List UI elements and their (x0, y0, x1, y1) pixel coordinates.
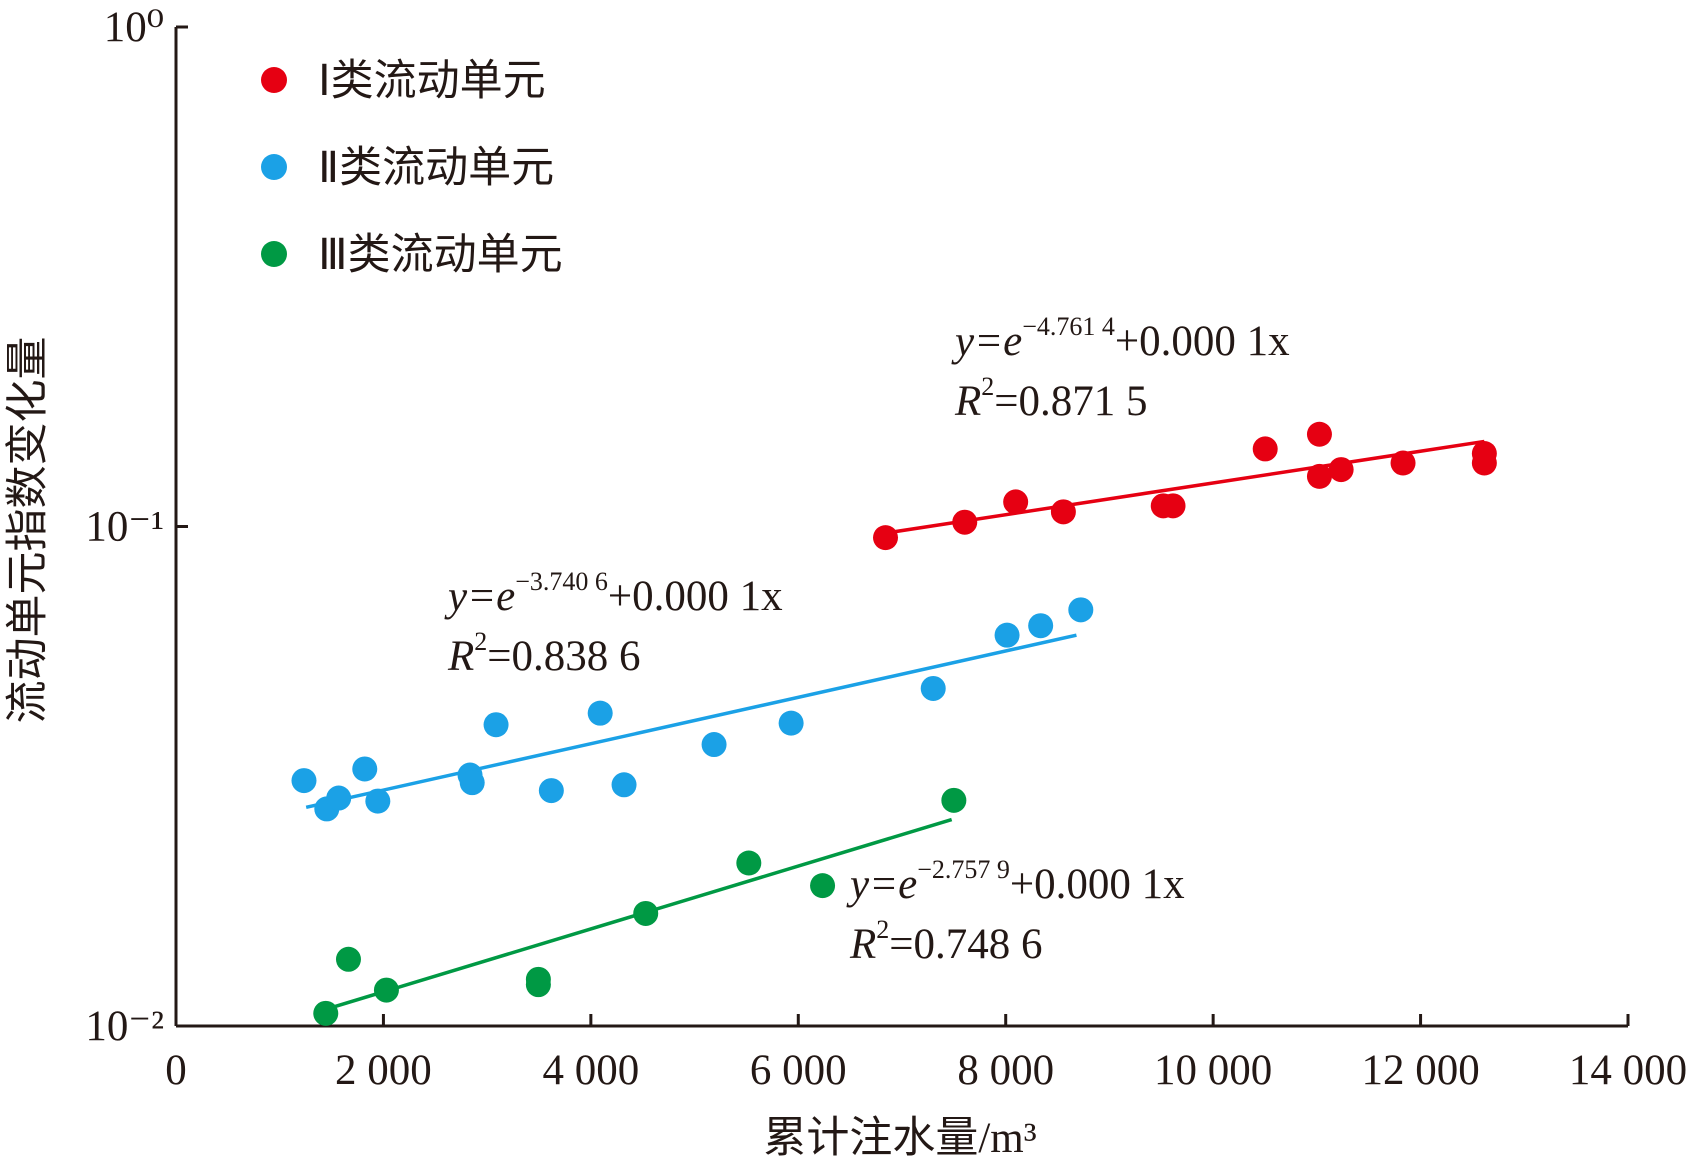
fit-equation: y=e−2.757 9+0.000 1x (846, 855, 1185, 908)
x-tick-label: 12 000 (1361, 1047, 1479, 1094)
point (1306, 463, 1332, 489)
annotation-text: R (849, 921, 876, 968)
legend-label: Ⅰ类流动单元 (318, 56, 546, 106)
point (1068, 597, 1094, 623)
point (873, 525, 899, 551)
r-squared: R2=0.838 6 (447, 627, 641, 680)
point (1390, 450, 1416, 476)
annotation-text: =0.838 6 (487, 633, 640, 680)
point (1028, 613, 1054, 639)
annotation-text: =0.748 6 (889, 921, 1042, 968)
legend-marker (261, 154, 287, 180)
point (778, 710, 804, 736)
point (335, 946, 361, 972)
point (352, 756, 378, 782)
point (736, 850, 762, 876)
annotation-text: y=e (846, 861, 917, 908)
annotation-superscript: 2 (876, 915, 889, 944)
point (1160, 493, 1186, 519)
annotation-superscript: −3.740 6 (515, 567, 608, 596)
annotation-text: y=e (444, 573, 515, 620)
point (373, 977, 399, 1003)
x-tick-label: 4 000 (542, 1047, 639, 1094)
fit-line (885, 439, 1485, 535)
x-axis-label: 累计注水量/m³ (763, 1115, 1036, 1162)
point (633, 900, 659, 926)
legend-label: Ⅲ类流动单元 (318, 230, 563, 280)
point (1306, 421, 1332, 447)
annotation-superscript: −2.757 9 (917, 855, 1010, 884)
y-axis-label: 流动单元指数变化量 (4, 337, 52, 724)
x-tick-label: 6 000 (750, 1047, 847, 1094)
point (1050, 499, 1076, 525)
point (587, 700, 613, 726)
fit-equation: y=e−3.740 6+0.000 1x (444, 567, 783, 620)
x-tick-label: 2 000 (335, 1047, 432, 1094)
annotation-superscript: 2 (474, 627, 487, 656)
point (291, 768, 317, 794)
point (525, 972, 551, 998)
point (994, 622, 1020, 648)
y-tick-label: 10⁰ (104, 4, 164, 51)
fit-equation: y=e−4.761 4+0.000 1x (951, 312, 1290, 365)
point (920, 675, 946, 701)
r-squared: R2=0.748 6 (849, 915, 1043, 968)
y-tick-label: 10⁻¹ (85, 504, 164, 551)
x-tick-label: 10 000 (1154, 1047, 1272, 1094)
point (459, 770, 485, 796)
annotation-text: R (954, 378, 981, 425)
point (313, 1000, 339, 1026)
point (941, 787, 967, 813)
x-tick-label: 0 (165, 1047, 187, 1094)
point (1003, 489, 1029, 515)
point (810, 873, 836, 899)
point (1471, 450, 1497, 476)
point (611, 772, 637, 798)
legend-label: Ⅱ类流动单元 (318, 143, 554, 193)
y-tick-label: 10⁻² (85, 1003, 164, 1050)
legend-marker (261, 67, 287, 93)
point (1252, 436, 1278, 462)
annotation-text: +0.000 1x (1115, 318, 1290, 365)
annotation-superscript: 2 (981, 372, 994, 401)
x-tick-label: 14 000 (1569, 1047, 1687, 1094)
r-squared: R2=0.871 5 (954, 372, 1148, 425)
annotation-superscript: −4.761 4 (1022, 312, 1115, 341)
point (952, 509, 978, 535)
point (326, 785, 352, 811)
x-tick-label: 8 000 (957, 1047, 1054, 1094)
point (538, 778, 564, 804)
annotation-text: +0.000 1x (1010, 861, 1185, 908)
annotation-text: =0.871 5 (994, 378, 1147, 425)
point (701, 732, 727, 758)
fit-line (305, 633, 1077, 810)
point (1328, 457, 1354, 483)
annotation-text: y=e (951, 318, 1022, 365)
legend-marker (261, 241, 287, 267)
point (365, 788, 391, 814)
annotation-text: R (447, 633, 474, 680)
annotation-text: +0.000 1x (608, 573, 783, 620)
point (483, 712, 509, 738)
